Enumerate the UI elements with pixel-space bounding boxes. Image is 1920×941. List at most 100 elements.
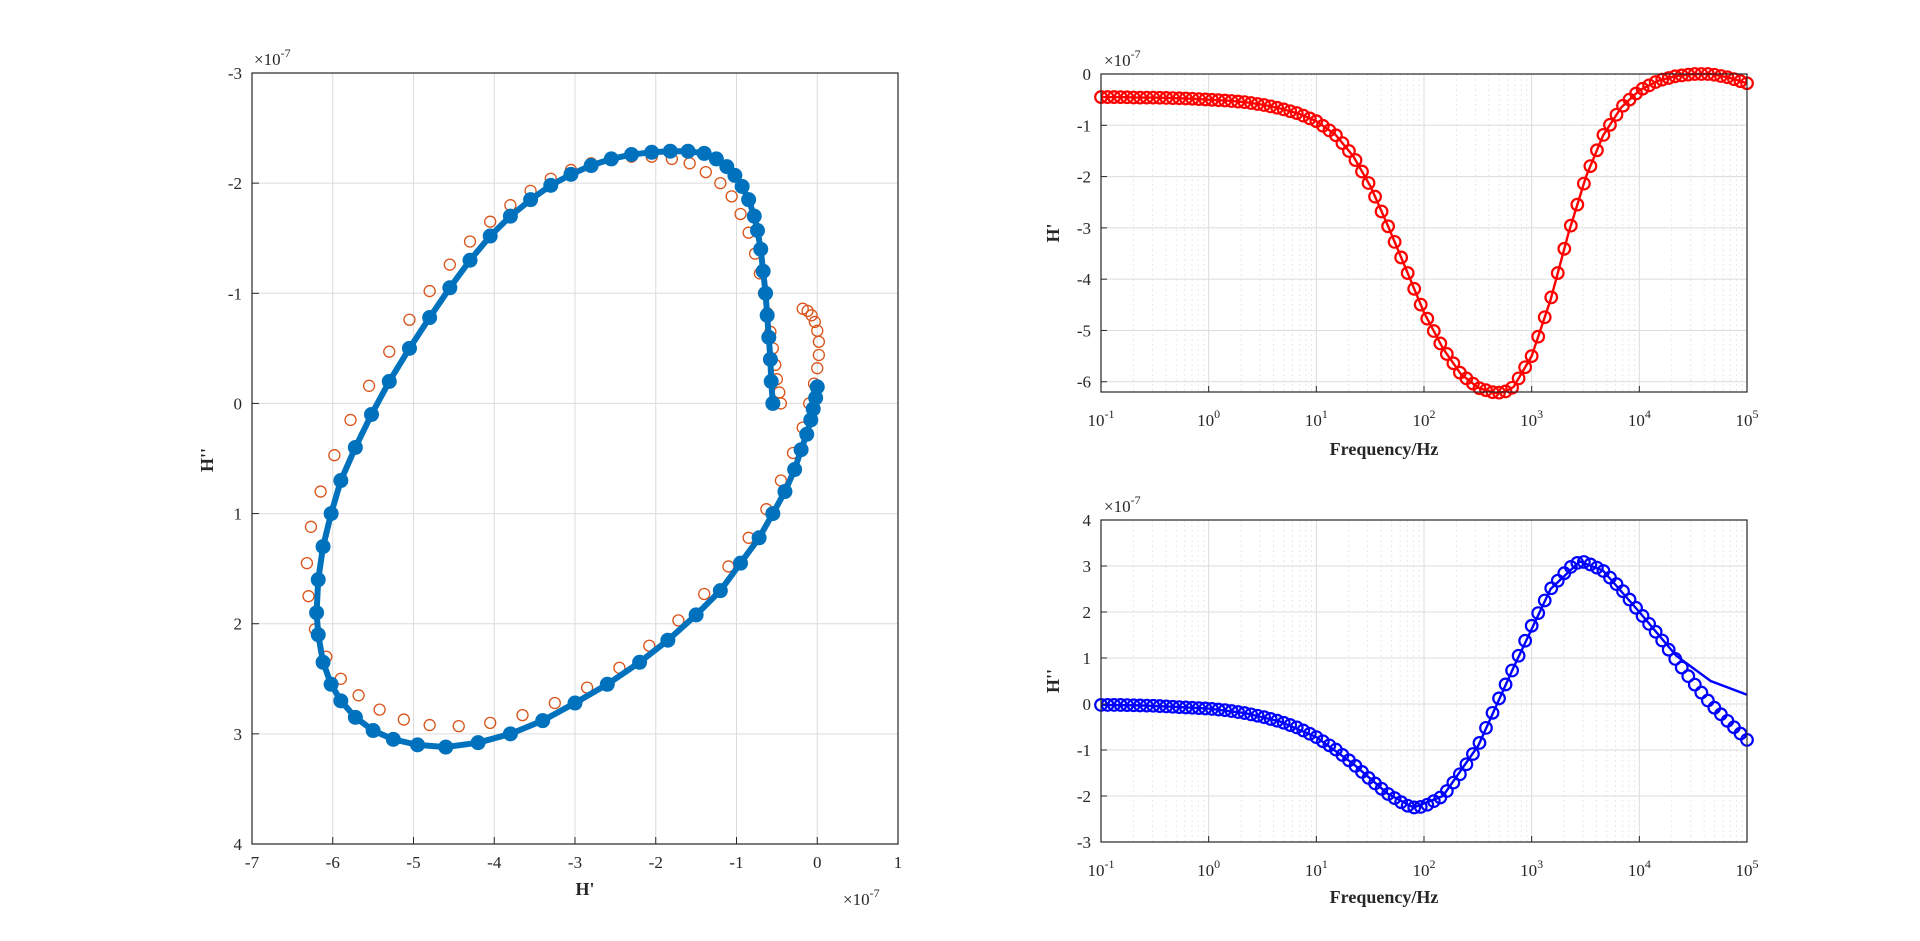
data-point — [470, 735, 486, 751]
y-tick-label: 0 — [1083, 65, 1092, 84]
data-point — [1250, 708, 1265, 723]
data-point — [734, 178, 750, 194]
data-point — [1250, 97, 1265, 111]
data-point — [708, 151, 724, 167]
data-point — [698, 587, 711, 601]
data-point — [347, 439, 363, 455]
y-tick-label: -2 — [1077, 168, 1091, 187]
data-point — [741, 192, 757, 208]
data-point — [1583, 557, 1598, 572]
data-point — [1231, 705, 1245, 719]
data-point — [1224, 94, 1239, 108]
data-point — [796, 302, 809, 315]
data-point — [1394, 795, 1409, 810]
data-point — [1257, 710, 1272, 725]
y-tick-label: -1 — [228, 284, 242, 303]
data-point — [1576, 555, 1591, 569]
data-point — [438, 739, 454, 755]
data-point — [1237, 706, 1252, 720]
data-point — [1257, 98, 1272, 112]
data-point — [1446, 356, 1461, 371]
y-tick-label: 2 — [234, 615, 243, 634]
data-point — [452, 719, 465, 733]
data-point — [1674, 68, 1689, 83]
data-point — [1289, 720, 1304, 735]
x-tick-label: -7 — [245, 853, 260, 872]
data-point — [323, 506, 339, 522]
data-point — [423, 718, 436, 732]
x-tick-label: 100 — [1197, 857, 1220, 880]
data-point — [662, 143, 678, 159]
y-tick-label: 3 — [234, 725, 243, 744]
data-point — [699, 165, 712, 179]
data-point — [401, 340, 417, 356]
data-point — [777, 484, 793, 500]
data-point — [1302, 111, 1317, 126]
data-point — [304, 520, 318, 533]
data-point — [1283, 718, 1298, 732]
data-point — [1713, 69, 1728, 83]
data-point — [1107, 698, 1121, 712]
y-axis-label: H'' — [1043, 669, 1063, 693]
data-point — [1263, 99, 1278, 114]
data-point — [1355, 164, 1369, 179]
data-point — [1733, 74, 1748, 89]
data-point — [725, 190, 738, 203]
data-point — [1433, 336, 1448, 351]
data-point — [1498, 677, 1513, 692]
data-point — [763, 373, 779, 389]
data-point — [1648, 624, 1663, 639]
data-point — [1622, 592, 1637, 607]
x-tick-label: -5 — [406, 853, 420, 872]
data-point — [1694, 685, 1709, 700]
data-point — [1205, 702, 1219, 716]
y-tick-label: -4 — [1077, 270, 1092, 289]
data-point — [403, 313, 416, 326]
data-point — [462, 252, 478, 268]
data-point — [1100, 698, 1115, 712]
data-point — [1524, 349, 1539, 363]
y-tick-label: 0 — [1083, 695, 1092, 714]
data-point — [632, 654, 648, 670]
y-tick-label: 4 — [234, 835, 243, 854]
data-point — [1191, 701, 1206, 716]
data-point — [762, 351, 778, 367]
data-point — [1276, 102, 1291, 117]
data-point — [410, 737, 426, 753]
data-point — [364, 406, 380, 422]
x-tick-label: 1 — [894, 853, 903, 872]
data-point — [1648, 75, 1663, 89]
data-point — [310, 572, 326, 588]
data-point — [599, 676, 615, 692]
x-axis-label: Frequency/Hz — [1330, 887, 1439, 907]
data-point — [624, 147, 640, 163]
data-point — [751, 530, 767, 546]
data-point — [484, 716, 497, 729]
y-tick-label: 0 — [234, 394, 243, 413]
data-point — [1420, 311, 1435, 326]
y-tick-label: -6 — [1077, 373, 1091, 392]
data-point — [1159, 699, 1174, 714]
nyquist-panel: -7 -6 -5 -4 -3 -2 -1 0 1 -3 -2 -1 0 1 2 3 4 H' H'' ×10-7 ×10… — [197, 46, 902, 909]
data-point — [1387, 234, 1402, 249]
x-tick-label: 103 — [1520, 407, 1543, 430]
y-multiplier: ×10-7 — [1104, 47, 1141, 70]
data-point — [383, 345, 396, 358]
y-tick-label: 1 — [234, 505, 243, 524]
data-point — [1394, 250, 1409, 265]
data-point — [309, 605, 325, 621]
data-point — [1668, 652, 1683, 666]
data-point — [1576, 176, 1591, 191]
data-point — [683, 157, 696, 170]
data-point — [1185, 700, 1200, 715]
data-point — [1152, 699, 1167, 713]
data-point — [463, 235, 477, 248]
data-point — [696, 145, 712, 161]
data-point — [314, 485, 327, 498]
data-point — [812, 348, 826, 362]
data-point — [347, 709, 363, 725]
data-point — [1479, 383, 1493, 398]
data-point — [1531, 606, 1546, 621]
data-point — [746, 208, 762, 224]
